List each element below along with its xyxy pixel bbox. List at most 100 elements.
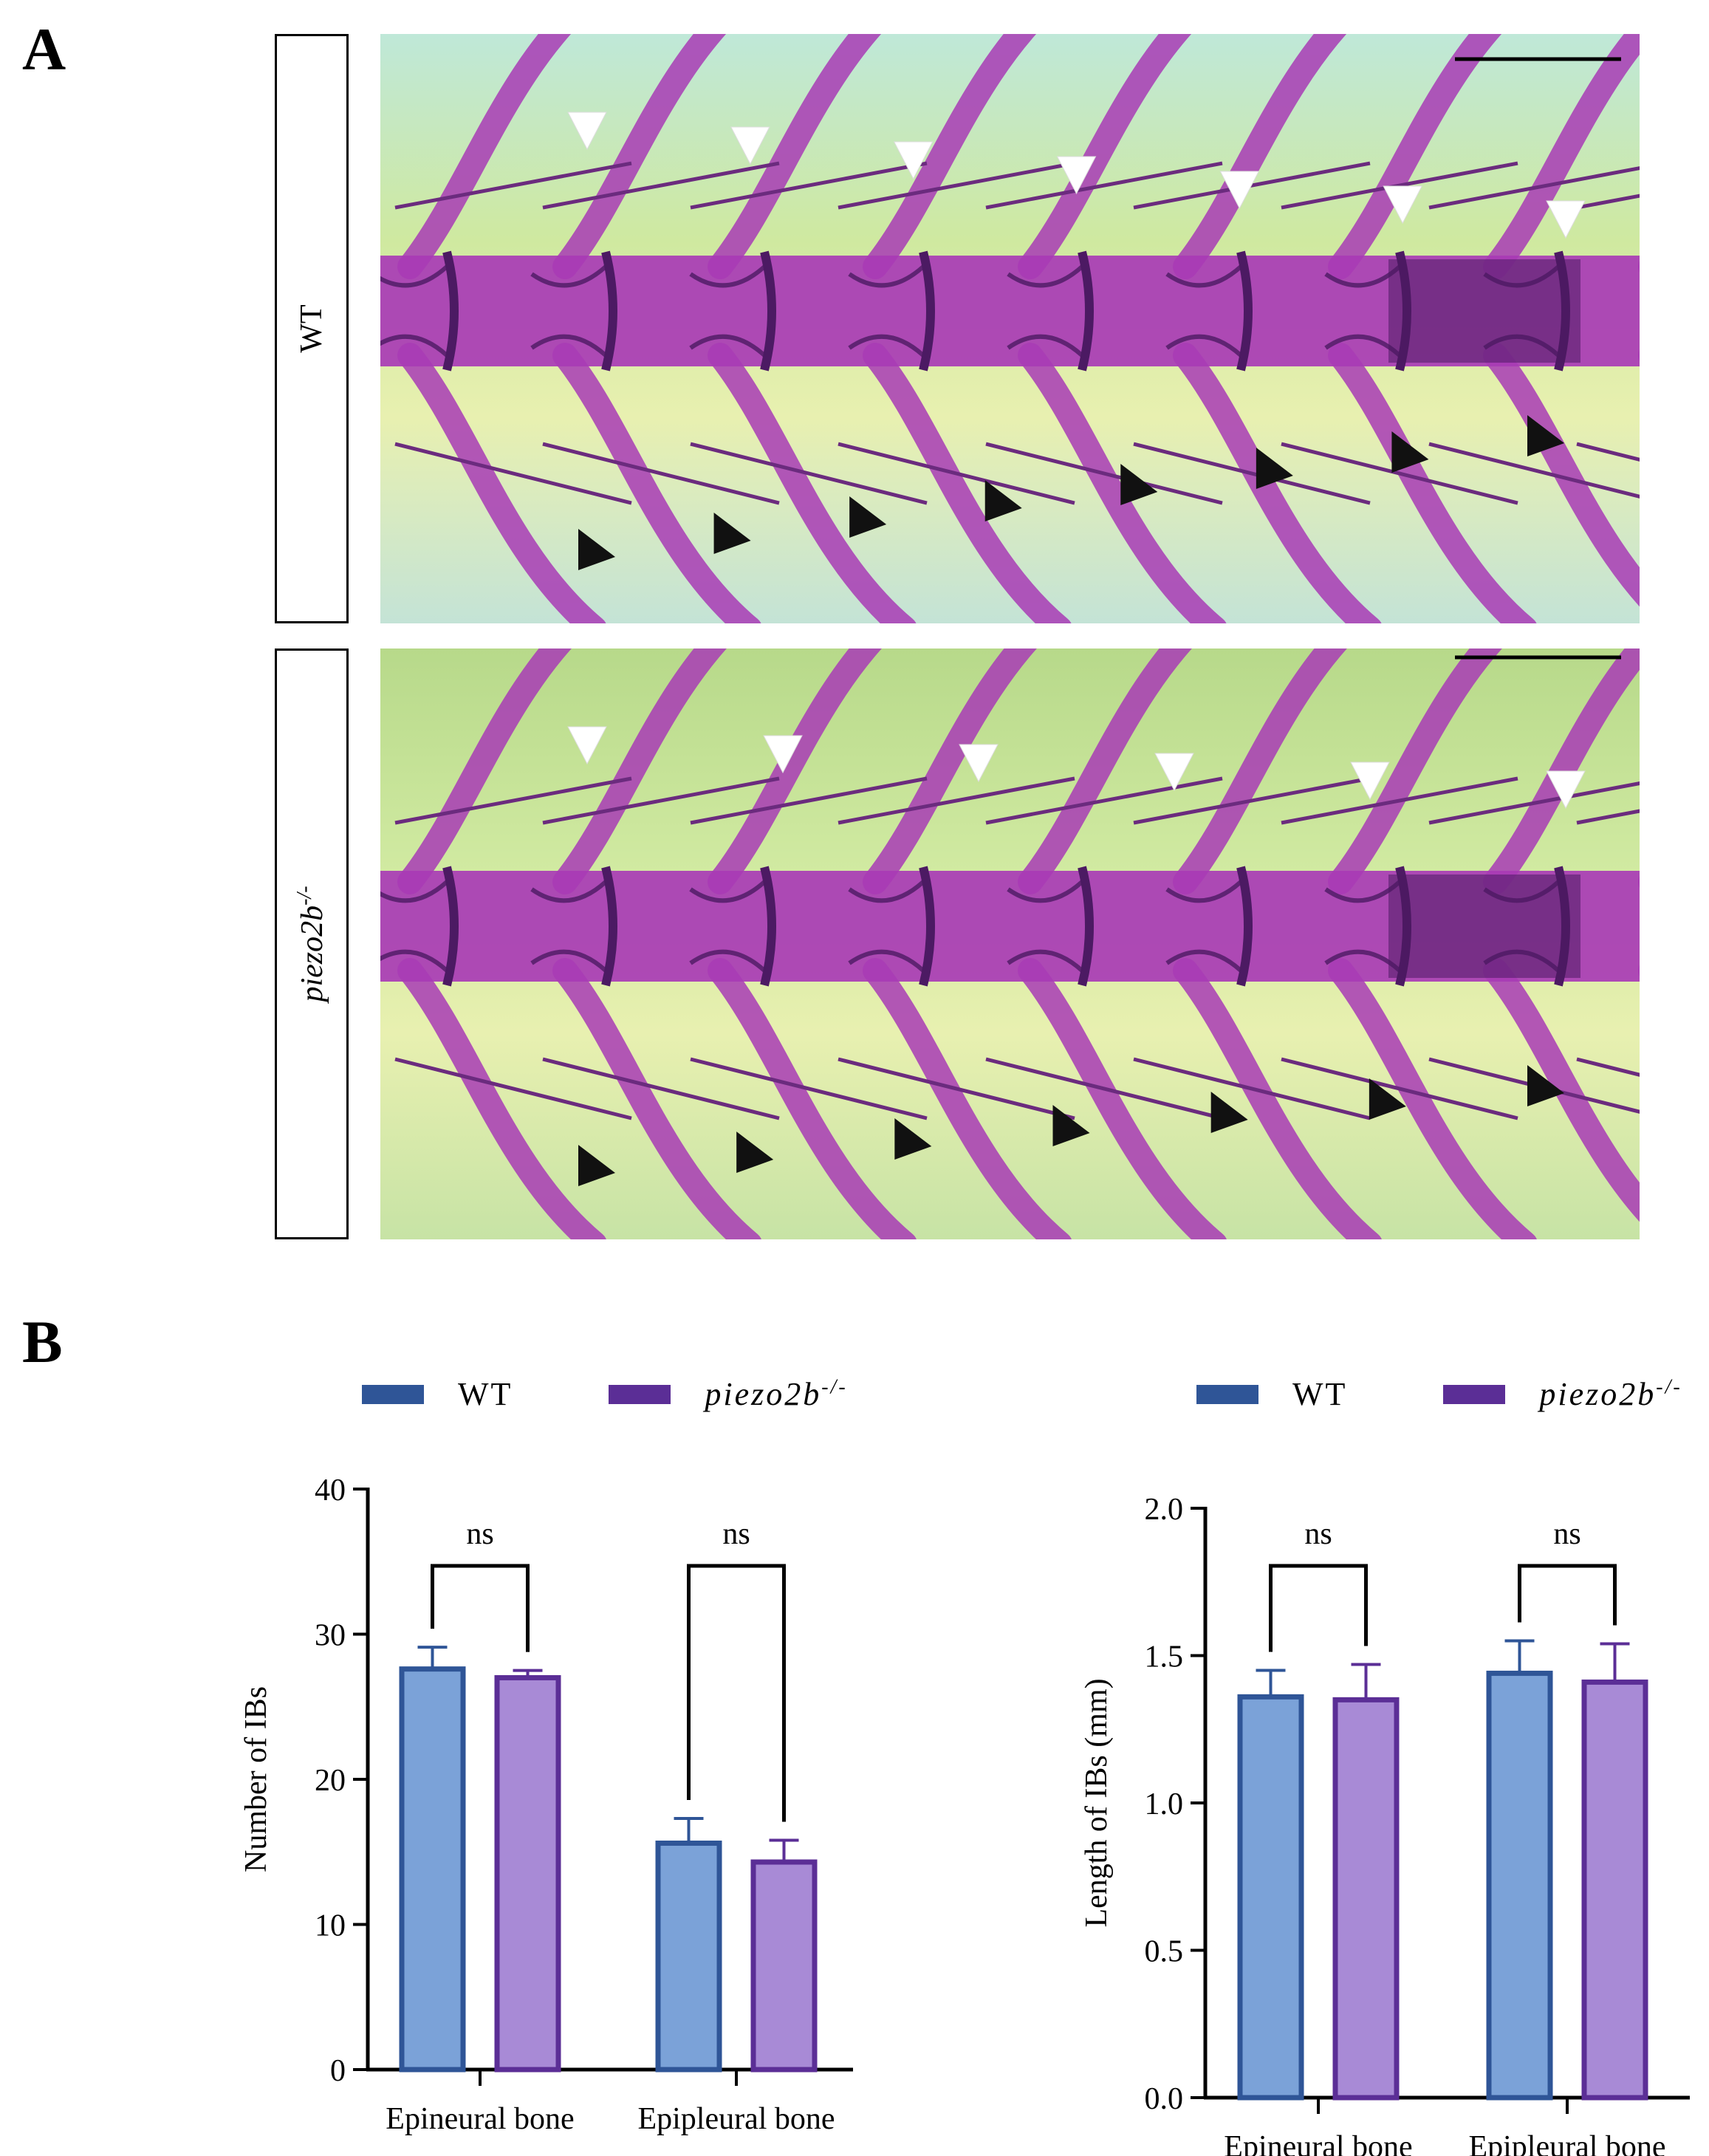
white-arrowhead [893, 141, 934, 180]
y-tick-label: 2.0 [1145, 1493, 1184, 1527]
vertebra-edge [1007, 264, 1084, 288]
vertebra-joint [442, 250, 459, 372]
neural-arch [1173, 648, 1347, 894]
epipleural-bone-line [838, 1057, 1075, 1120]
vertebra-edge [689, 334, 767, 357]
epineural-bone-line [838, 776, 1075, 825]
neural-arch [1483, 34, 1640, 280]
epipleural-bone-line [1428, 442, 1640, 499]
panel-b-label: B [22, 1308, 63, 1375]
neural-arch [552, 34, 727, 280]
micrograph-mutant-image [380, 648, 1640, 1239]
neural-arch [397, 34, 572, 280]
row-label-mutant-name: piezo2b [295, 905, 329, 1002]
haemal-arch [1173, 958, 1382, 1239]
vertebra-edge [380, 264, 449, 288]
white-arrowhead [1154, 753, 1194, 792]
vertebra-edge [848, 334, 925, 357]
bar-WT-epineural-bone [399, 1666, 466, 2073]
micrograph-wt [380, 34, 1640, 623]
significance-bracket [431, 1564, 530, 1652]
epipleural-bone-line [1576, 1057, 1640, 1077]
epipleural-bone-line [838, 442, 1075, 505]
x-tick-label: Epipleural bone [637, 2102, 835, 2136]
epineural-bone-line [690, 161, 928, 210]
vertebra-joint [1236, 250, 1253, 372]
vertebra-edge [1165, 264, 1243, 288]
neural-arch [863, 648, 1037, 894]
black-arrowhead [894, 1118, 932, 1160]
haemal-arch [1018, 343, 1227, 623]
y-tick-label: 0 [330, 2054, 346, 2088]
neural-arch [552, 648, 727, 894]
epipleural-bone-line [1281, 1057, 1518, 1120]
legend-mutant-superscript: -/- [1656, 1375, 1682, 1399]
black-arrowhead [984, 480, 1022, 521]
bar-WT-epipleural-bone [655, 1840, 722, 2073]
significance-bracket [687, 1564, 786, 1822]
white-arrowhead [730, 126, 770, 165]
black-arrowhead [849, 496, 887, 538]
vertebra-joint [601, 250, 617, 372]
epineural-bone-line [985, 161, 1223, 210]
vertebra-edge [530, 334, 608, 357]
legend-mutant-label: piezo2b-/- [1539, 1375, 1682, 1413]
y-tick-label: 0.0 [1145, 2082, 1184, 2116]
white-arrowhead [1350, 762, 1390, 801]
bar-WT-epipleural-bone [1486, 1670, 1553, 2101]
y-tick-label: 1.0 [1145, 1787, 1184, 1821]
vertebra-joint [601, 866, 617, 987]
neural-arch [708, 34, 882, 280]
neural-arch [1483, 648, 1640, 894]
neural-arch [397, 648, 572, 894]
neural-arch [1018, 648, 1192, 894]
haemal-arch [1483, 958, 1640, 1222]
neural-arch [708, 648, 882, 894]
vertebra-edge [848, 880, 925, 903]
black-arrowhead [1210, 1092, 1248, 1133]
legend-wt-label: WT [1292, 1376, 1348, 1412]
vertebra-edge [689, 264, 767, 288]
vertebra-edge [689, 880, 767, 903]
white-arrowhead [567, 726, 607, 765]
vertebra-edge [1165, 880, 1243, 903]
legend-mutant-name: piezo2b [705, 1376, 822, 1412]
legend-wt-label: WT [458, 1376, 513, 1412]
haemal-arch [1328, 343, 1537, 623]
bar-piezo2b-/--epipleural-bone [1581, 1679, 1648, 2101]
epineural-bone-line [542, 161, 780, 210]
epipleural-bone-line [985, 442, 1223, 505]
white-arrowhead [763, 735, 803, 774]
haemal-arch [1483, 343, 1640, 607]
vertebra-joint [919, 250, 935, 372]
chart-length-of-ibs: 0.0 0.5 1.0 1.5 2.0 Length of IBs (mm) Epineur… [1080, 1493, 1690, 2156]
vertebra-edge [380, 334, 449, 357]
epineural-bone-line [542, 776, 780, 825]
white-arrowhead [567, 112, 607, 151]
black-arrowhead [578, 529, 615, 570]
white-arrowhead [1219, 171, 1260, 210]
y-tick-label: 40 [315, 1474, 346, 1508]
neural-arch [1173, 34, 1347, 280]
epipleural-bone-line [1281, 442, 1518, 505]
legend-mutant-name: piezo2b [1539, 1376, 1657, 1412]
x-tick-label: Epipleural bone [1468, 2130, 1665, 2156]
haemal-arch [708, 343, 917, 623]
y-axis-label: Number of IBs [239, 1686, 273, 1872]
white-arrowhead [959, 744, 999, 783]
black-arrowhead [713, 513, 751, 554]
haemal-arch [708, 958, 917, 1239]
black-arrowhead [1527, 1065, 1564, 1106]
neural-arch [1328, 648, 1502, 894]
bar-piezo2b-/--epineural-bone [494, 1674, 561, 2073]
haemal-arch [1328, 958, 1537, 1239]
epipleural-bone-line [690, 442, 928, 505]
neural-arch [863, 34, 1037, 280]
legend-right: WT piezo2b-/- [1196, 1375, 1682, 1413]
bar-WT-epineural-bone [1237, 1694, 1304, 2101]
y-tick-label: 10 [315, 1909, 346, 1943]
x-tick-label: Epineural bone [1224, 2130, 1412, 2156]
black-arrowhead [1052, 1105, 1090, 1146]
neural-arch [1328, 34, 1502, 280]
y-tick-label: 30 [315, 1619, 346, 1653]
